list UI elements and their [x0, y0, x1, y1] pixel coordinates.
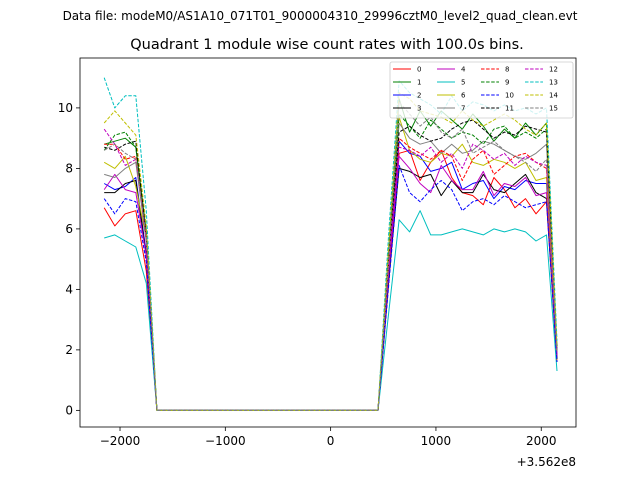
legend-label-9: 9 [505, 79, 509, 87]
x-tick-label: 0 [327, 434, 335, 448]
legend-label-4: 4 [461, 66, 466, 74]
x-tick-label: 2000 [526, 434, 557, 448]
legend-label-2: 2 [417, 92, 421, 100]
legend-label-11: 11 [505, 105, 514, 113]
series-line-15 [103, 101, 558, 411]
x-tick-label: −1000 [205, 434, 246, 448]
y-tick-label: 0 [65, 403, 73, 417]
y-tick-label: 6 [65, 222, 73, 236]
legend-label-5: 5 [461, 79, 465, 87]
legend-label-10: 10 [505, 92, 514, 100]
legend-label-13: 13 [549, 79, 558, 87]
axes-frame [79, 57, 577, 428]
series-layer [103, 77, 558, 411]
x-offset-label: +3.562e8 [517, 455, 576, 469]
legend-label-8: 8 [505, 66, 509, 74]
chart-suptitle: Data file: modeM0/AS1A10_071T01_90000043… [63, 9, 578, 23]
legend-label-0: 0 [417, 66, 421, 74]
legend-label-12: 12 [549, 66, 558, 74]
x-axis: −2000 −1000 0 1000 2000 [100, 427, 557, 448]
legend-label-3: 3 [417, 105, 421, 113]
y-tick-label: 10 [58, 101, 73, 115]
y-tick-label: 8 [65, 161, 73, 175]
legend-label-7: 7 [461, 105, 465, 113]
legend-label-15: 15 [549, 105, 558, 113]
legend-box [389, 61, 574, 119]
y-tick-label: 2 [65, 343, 73, 357]
x-tick-label: −2000 [100, 434, 141, 448]
chart-title: Quadrant 1 module wise count rates with … [130, 37, 524, 53]
x-tick-label: 1000 [421, 434, 452, 448]
y-tick-label: 4 [65, 282, 73, 296]
y-axis: 0 2 4 6 8 10 [58, 101, 80, 417]
legend-label-6: 6 [461, 92, 466, 100]
legend-label-14: 14 [549, 92, 558, 100]
legend-label-1: 1 [417, 79, 421, 87]
